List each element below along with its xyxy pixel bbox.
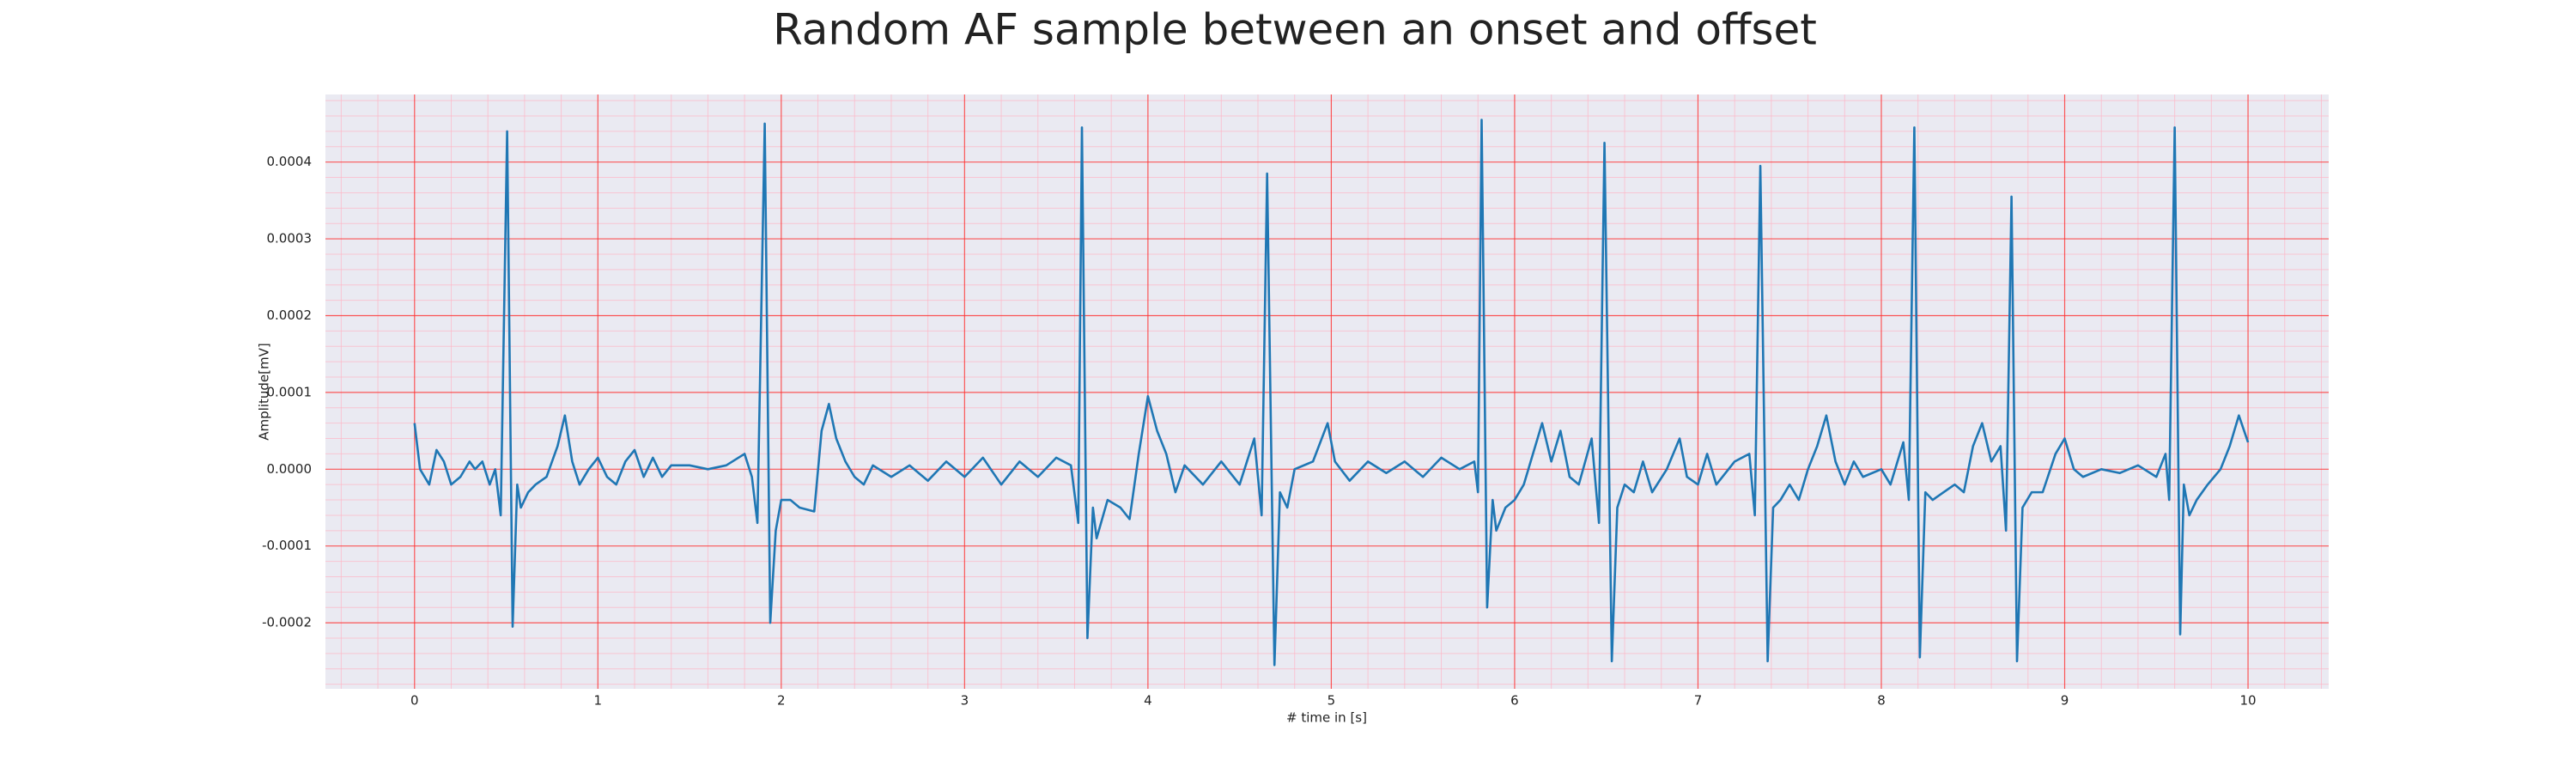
x-tick-label: 7 xyxy=(1694,693,1703,709)
y-tick-label: 0.0002 xyxy=(267,307,313,323)
y-tick-label: 0.0001 xyxy=(267,384,313,399)
y-tick-label: 0.0000 xyxy=(267,461,313,477)
x-tick-label: 6 xyxy=(1510,693,1519,709)
x-tick-label: 4 xyxy=(1144,693,1152,709)
x-tick-label: 9 xyxy=(2061,693,2069,709)
y-tick-label: 0.0004 xyxy=(267,154,313,169)
x-axis-label: # time in [s] xyxy=(1286,710,1367,726)
x-tick-label: 10 xyxy=(2240,693,2257,709)
y-axis-label: Amplitude[mV] xyxy=(257,343,272,440)
x-tick-label: 5 xyxy=(1327,693,1336,709)
x-tick-label: 1 xyxy=(594,693,603,709)
x-tick-label: 8 xyxy=(1877,693,1886,709)
y-tick-label: -0.0002 xyxy=(262,615,312,630)
chart-title: Random AF sample between an onset and of… xyxy=(773,5,1817,55)
y-tick-label: -0.0001 xyxy=(262,538,312,553)
x-tick-label: 0 xyxy=(410,693,419,709)
y-tick-label: 0.0003 xyxy=(267,231,313,247)
x-tick-label: 3 xyxy=(961,693,969,709)
plot-area xyxy=(325,94,2329,689)
x-tick-label: 2 xyxy=(777,693,786,709)
signal-line xyxy=(413,119,2250,666)
